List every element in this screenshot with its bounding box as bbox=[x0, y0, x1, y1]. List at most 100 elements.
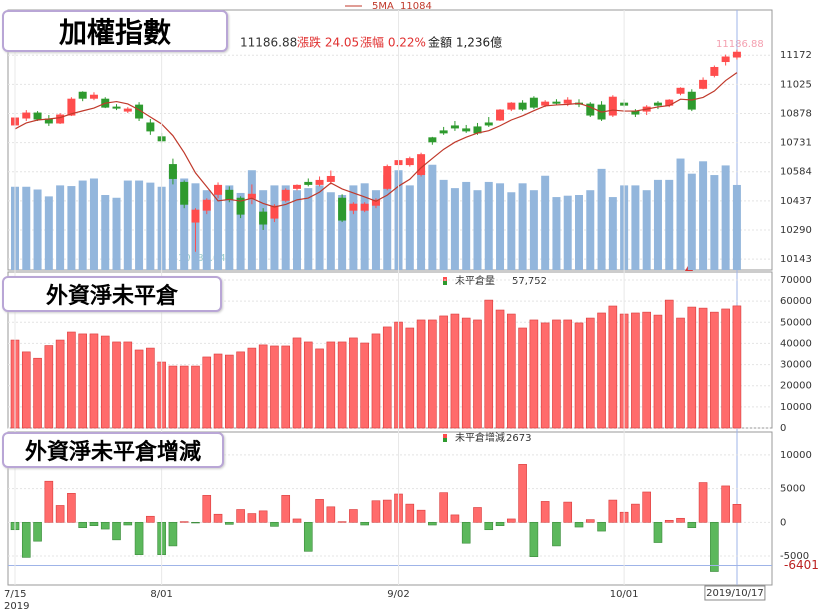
crosshair-label: -6401 bbox=[784, 558, 819, 572]
volume-bar bbox=[304, 188, 313, 270]
volume-bar bbox=[180, 178, 189, 270]
volume-bar bbox=[78, 180, 87, 270]
bar bbox=[664, 519, 674, 523]
bar bbox=[428, 522, 437, 526]
bar bbox=[33, 357, 42, 429]
legend-icon bbox=[443, 434, 447, 438]
bar bbox=[416, 319, 426, 429]
bar bbox=[123, 341, 133, 429]
volume-bar bbox=[439, 179, 448, 270]
header-item: 漲跌 24.05 bbox=[297, 35, 359, 50]
y-tick-label: 40000 bbox=[780, 338, 812, 349]
bar bbox=[292, 518, 302, 523]
x-tick-label: 8/01 bbox=[150, 589, 172, 600]
bar bbox=[608, 305, 618, 429]
bar bbox=[112, 522, 121, 541]
bar bbox=[191, 522, 200, 524]
bar bbox=[270, 522, 279, 527]
bar bbox=[112, 341, 121, 429]
bar bbox=[495, 309, 505, 429]
candle-body bbox=[496, 109, 505, 121]
bar bbox=[337, 521, 347, 523]
y-tick-label: 11025 bbox=[780, 79, 812, 90]
bar bbox=[507, 313, 516, 429]
bar bbox=[428, 319, 437, 429]
volume-bar bbox=[349, 185, 358, 270]
volume-bar bbox=[597, 168, 606, 270]
volume-bar bbox=[202, 190, 211, 270]
bar bbox=[698, 307, 708, 429]
candle-body bbox=[563, 99, 572, 104]
bar bbox=[518, 464, 527, 523]
volume-bar bbox=[642, 190, 651, 270]
candle-body bbox=[293, 184, 301, 189]
header-item: 金額 1,236億 bbox=[428, 35, 502, 50]
header-close: 11186.88 bbox=[240, 36, 297, 50]
bar bbox=[484, 299, 494, 429]
volume-bar bbox=[383, 175, 392, 270]
candle-body bbox=[541, 101, 550, 106]
bar bbox=[597, 312, 606, 429]
bar bbox=[123, 522, 133, 526]
bar bbox=[89, 333, 99, 429]
bar bbox=[371, 500, 381, 523]
y-tick-label: 70000 bbox=[780, 275, 812, 286]
bar bbox=[687, 522, 697, 529]
bar bbox=[303, 522, 313, 552]
volume-bar bbox=[326, 192, 335, 270]
bar bbox=[258, 344, 268, 429]
bar bbox=[552, 522, 561, 547]
volume-bar bbox=[405, 185, 414, 270]
y-tick-label: 10437 bbox=[780, 196, 812, 207]
bar bbox=[439, 315, 448, 429]
volume-bar bbox=[462, 181, 471, 270]
bar bbox=[236, 351, 245, 429]
y-tick-label: 0 bbox=[780, 423, 786, 434]
bar bbox=[540, 501, 550, 523]
bar bbox=[687, 306, 697, 429]
y-tick-label: 50000 bbox=[780, 317, 812, 328]
candle-body bbox=[22, 112, 31, 119]
volume-bar bbox=[586, 190, 595, 270]
y-tick-label: 10000 bbox=[780, 450, 812, 461]
volume-bar bbox=[653, 179, 662, 270]
bar bbox=[100, 335, 110, 429]
volume-bar bbox=[552, 197, 561, 270]
bar bbox=[202, 495, 212, 523]
volume-bar bbox=[236, 192, 245, 270]
candle-body bbox=[687, 91, 696, 110]
bar bbox=[563, 319, 573, 429]
bar bbox=[315, 348, 324, 429]
last-price-label: 11186.88 bbox=[716, 39, 764, 50]
volume-bar bbox=[541, 175, 550, 270]
volume-bar bbox=[507, 192, 516, 270]
candle-body bbox=[405, 158, 414, 166]
volume-bar bbox=[563, 195, 572, 270]
volume-bar bbox=[168, 170, 177, 270]
bar bbox=[563, 501, 573, 523]
volume-bar bbox=[123, 180, 132, 270]
candle-body bbox=[78, 91, 87, 99]
x-year-label: 2019 bbox=[4, 601, 29, 612]
candle-body bbox=[721, 56, 730, 63]
bar bbox=[597, 522, 606, 532]
panel-title: 加權指數 bbox=[2, 10, 228, 52]
bar bbox=[732, 305, 742, 429]
y-tick-label: 30000 bbox=[780, 360, 812, 371]
bar bbox=[585, 519, 595, 523]
bar bbox=[631, 312, 640, 429]
bar bbox=[247, 347, 257, 429]
legend-icon bbox=[443, 438, 447, 442]
volume-bar bbox=[721, 165, 730, 270]
volume-bar bbox=[22, 186, 31, 270]
bar bbox=[21, 522, 31, 558]
volume-bar bbox=[687, 173, 696, 270]
volume-bar bbox=[101, 195, 110, 270]
bar bbox=[89, 522, 99, 526]
candle-body bbox=[168, 164, 177, 179]
volume-bar bbox=[732, 184, 741, 270]
bar bbox=[78, 333, 87, 429]
y-tick-label: 11172 bbox=[780, 50, 812, 61]
bar bbox=[326, 341, 336, 429]
candle-body bbox=[349, 203, 358, 211]
